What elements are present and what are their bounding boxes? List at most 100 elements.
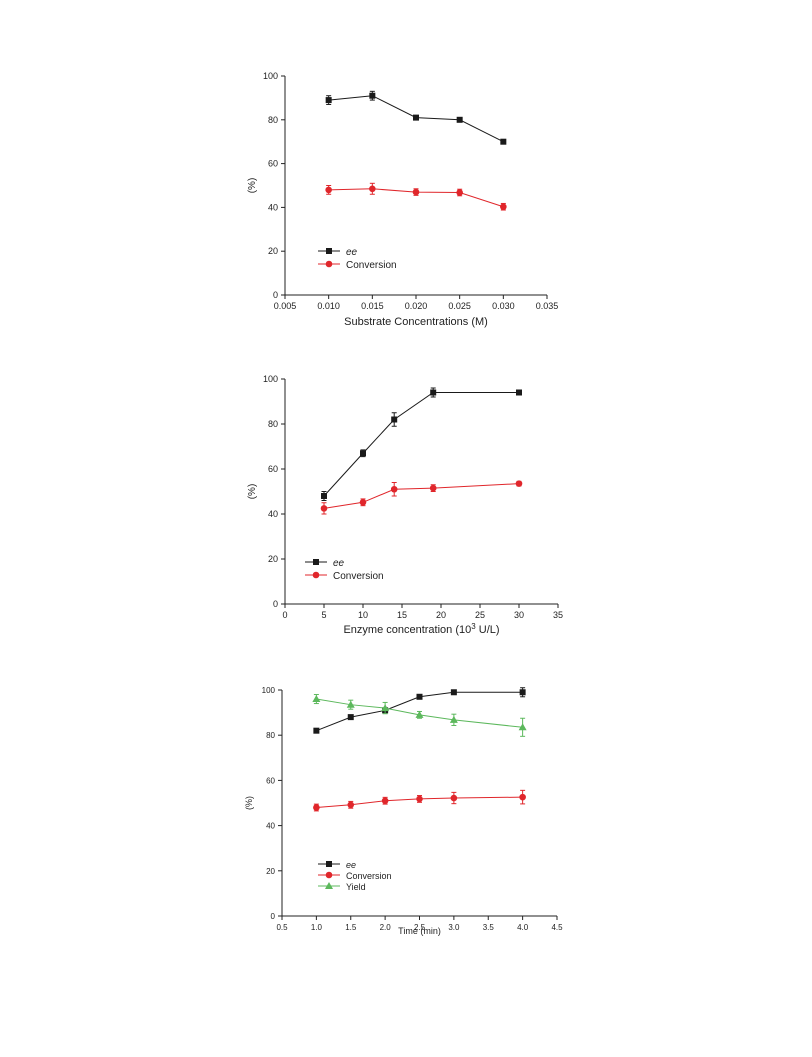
data-point	[369, 92, 376, 99]
y-tick-label: 100	[263, 374, 278, 384]
x-axis-label: Enzyme concentration (103 U/L)	[343, 622, 499, 636]
x-tick-label: 0.015	[361, 301, 384, 311]
data-point	[321, 493, 327, 499]
data-point	[456, 189, 463, 196]
x-axis-label-tail: U/L)	[476, 624, 500, 636]
x-tick-label: 10	[358, 610, 368, 620]
y-tick-label: 80	[268, 419, 278, 429]
legend-marker	[325, 882, 333, 889]
data-point	[515, 480, 523, 487]
legend-label: Conversion	[346, 871, 392, 881]
series-ee	[321, 387, 522, 501]
y-tick-label: 100	[262, 686, 276, 695]
data-point	[325, 97, 332, 104]
legend-marker	[326, 248, 332, 254]
data-point	[346, 700, 355, 708]
chart-time: 0.5 1.0 1.5 2.0 2.5 3.0 3.5 4.0 4.5 0 20 40 60 80 100 T…	[244, 686, 563, 936]
legend-item-ee: ee	[318, 247, 358, 258]
x-tick-label: 2.0	[380, 923, 392, 932]
chart-enzyme-concentration: 0 5 10 15 20 25 30 35 0 20 40 60 80 100 Enzyme concent…	[247, 374, 563, 636]
y-axis-label: (%)	[244, 796, 254, 810]
data-point	[519, 793, 526, 801]
data-point	[450, 689, 457, 696]
legend-label: ee	[333, 558, 345, 569]
data-point	[430, 389, 437, 396]
data-point	[500, 138, 507, 145]
legend-label: Yield	[346, 882, 366, 892]
series-line	[316, 698, 523, 728]
x-tick-label: 4.5	[551, 923, 563, 932]
legend-item-conversion: Conversion	[318, 871, 392, 881]
legend-item-ee: ee	[305, 558, 345, 569]
x-axis-label: Time (min)	[398, 926, 441, 936]
x-tick-label: 0.025	[448, 301, 471, 311]
data-point	[347, 714, 354, 721]
data-point	[516, 389, 522, 396]
x-tick-label: 2.5	[414, 923, 426, 932]
series-ee	[313, 687, 526, 734]
data-point	[415, 710, 424, 718]
data-point	[412, 188, 420, 196]
x-tick-label: 1.5	[345, 923, 357, 932]
x-tick-label: 4.0	[517, 923, 529, 932]
data-point	[312, 695, 321, 703]
legend-marker	[326, 861, 332, 867]
y-tick-label: 20	[268, 246, 278, 256]
legend-marker	[312, 571, 320, 579]
x-axis-label-text: Substrate Concentrations (M)	[344, 316, 488, 328]
y-tick-label: 40	[266, 822, 275, 831]
data-point	[450, 794, 458, 802]
x-tick-label: 15	[397, 610, 407, 620]
legend-item-conversion: Conversion	[318, 260, 397, 271]
chart-substrate-concentration: 0.005 0.010 0.015 0.020 0.025 0.030 0.035 0 20 40…	[247, 71, 559, 328]
x-tick-label: 0.020	[405, 301, 428, 311]
data-point	[313, 804, 320, 811]
legend-marker	[325, 871, 333, 879]
data-point	[391, 416, 398, 423]
series-conversion	[320, 480, 523, 515]
series-conversion	[313, 789, 526, 812]
x-axis-label: Substrate Concentrations (M)	[344, 316, 488, 328]
data-point	[360, 450, 366, 457]
y-tick-label: 40	[268, 202, 278, 212]
legend-item-yield: Yield	[318, 882, 366, 892]
y-axis-label: (%)	[247, 484, 258, 500]
data-point	[456, 116, 463, 123]
data-point	[429, 484, 437, 492]
data-point	[500, 203, 507, 211]
x-tick-label: 35	[553, 610, 563, 620]
y-tick-label: 20	[268, 554, 278, 564]
y-tick-label: 0	[273, 599, 278, 609]
x-tick-label: 0.030	[492, 301, 515, 311]
x-tick-label: 0.5	[276, 923, 288, 932]
series-conversion	[325, 182, 507, 211]
data-point	[390, 485, 398, 493]
data-point	[449, 715, 458, 723]
x-tick-label: 0	[282, 610, 287, 620]
x-tick-label: 3.5	[483, 923, 495, 932]
series-ee	[325, 90, 507, 145]
legend-marker	[313, 559, 319, 565]
x-axis-label-text: Enzyme concentration (10	[343, 624, 471, 636]
y-tick-label: 0	[271, 912, 276, 921]
y-tick-label: 60	[266, 776, 275, 785]
x-tick-label: 0.035	[536, 301, 559, 311]
y-tick-label: 40	[268, 509, 278, 519]
series-yield	[312, 694, 527, 737]
x-axis-label-text: Time (min)	[398, 926, 441, 936]
series-line	[316, 796, 523, 809]
x-tick-label: 20	[436, 610, 446, 620]
y-tick-label: 80	[266, 731, 275, 740]
legend-label: Conversion	[333, 571, 384, 582]
data-point	[413, 114, 419, 121]
data-point	[519, 689, 526, 696]
series-line	[316, 691, 523, 732]
x-tick-label: 0.005	[274, 301, 297, 311]
y-tick-label: 0	[273, 290, 278, 300]
data-point	[381, 797, 389, 805]
x-tick-label: 3.0	[448, 923, 460, 932]
data-point	[359, 499, 367, 506]
data-point	[416, 795, 423, 803]
legend-label: Conversion	[346, 260, 397, 271]
